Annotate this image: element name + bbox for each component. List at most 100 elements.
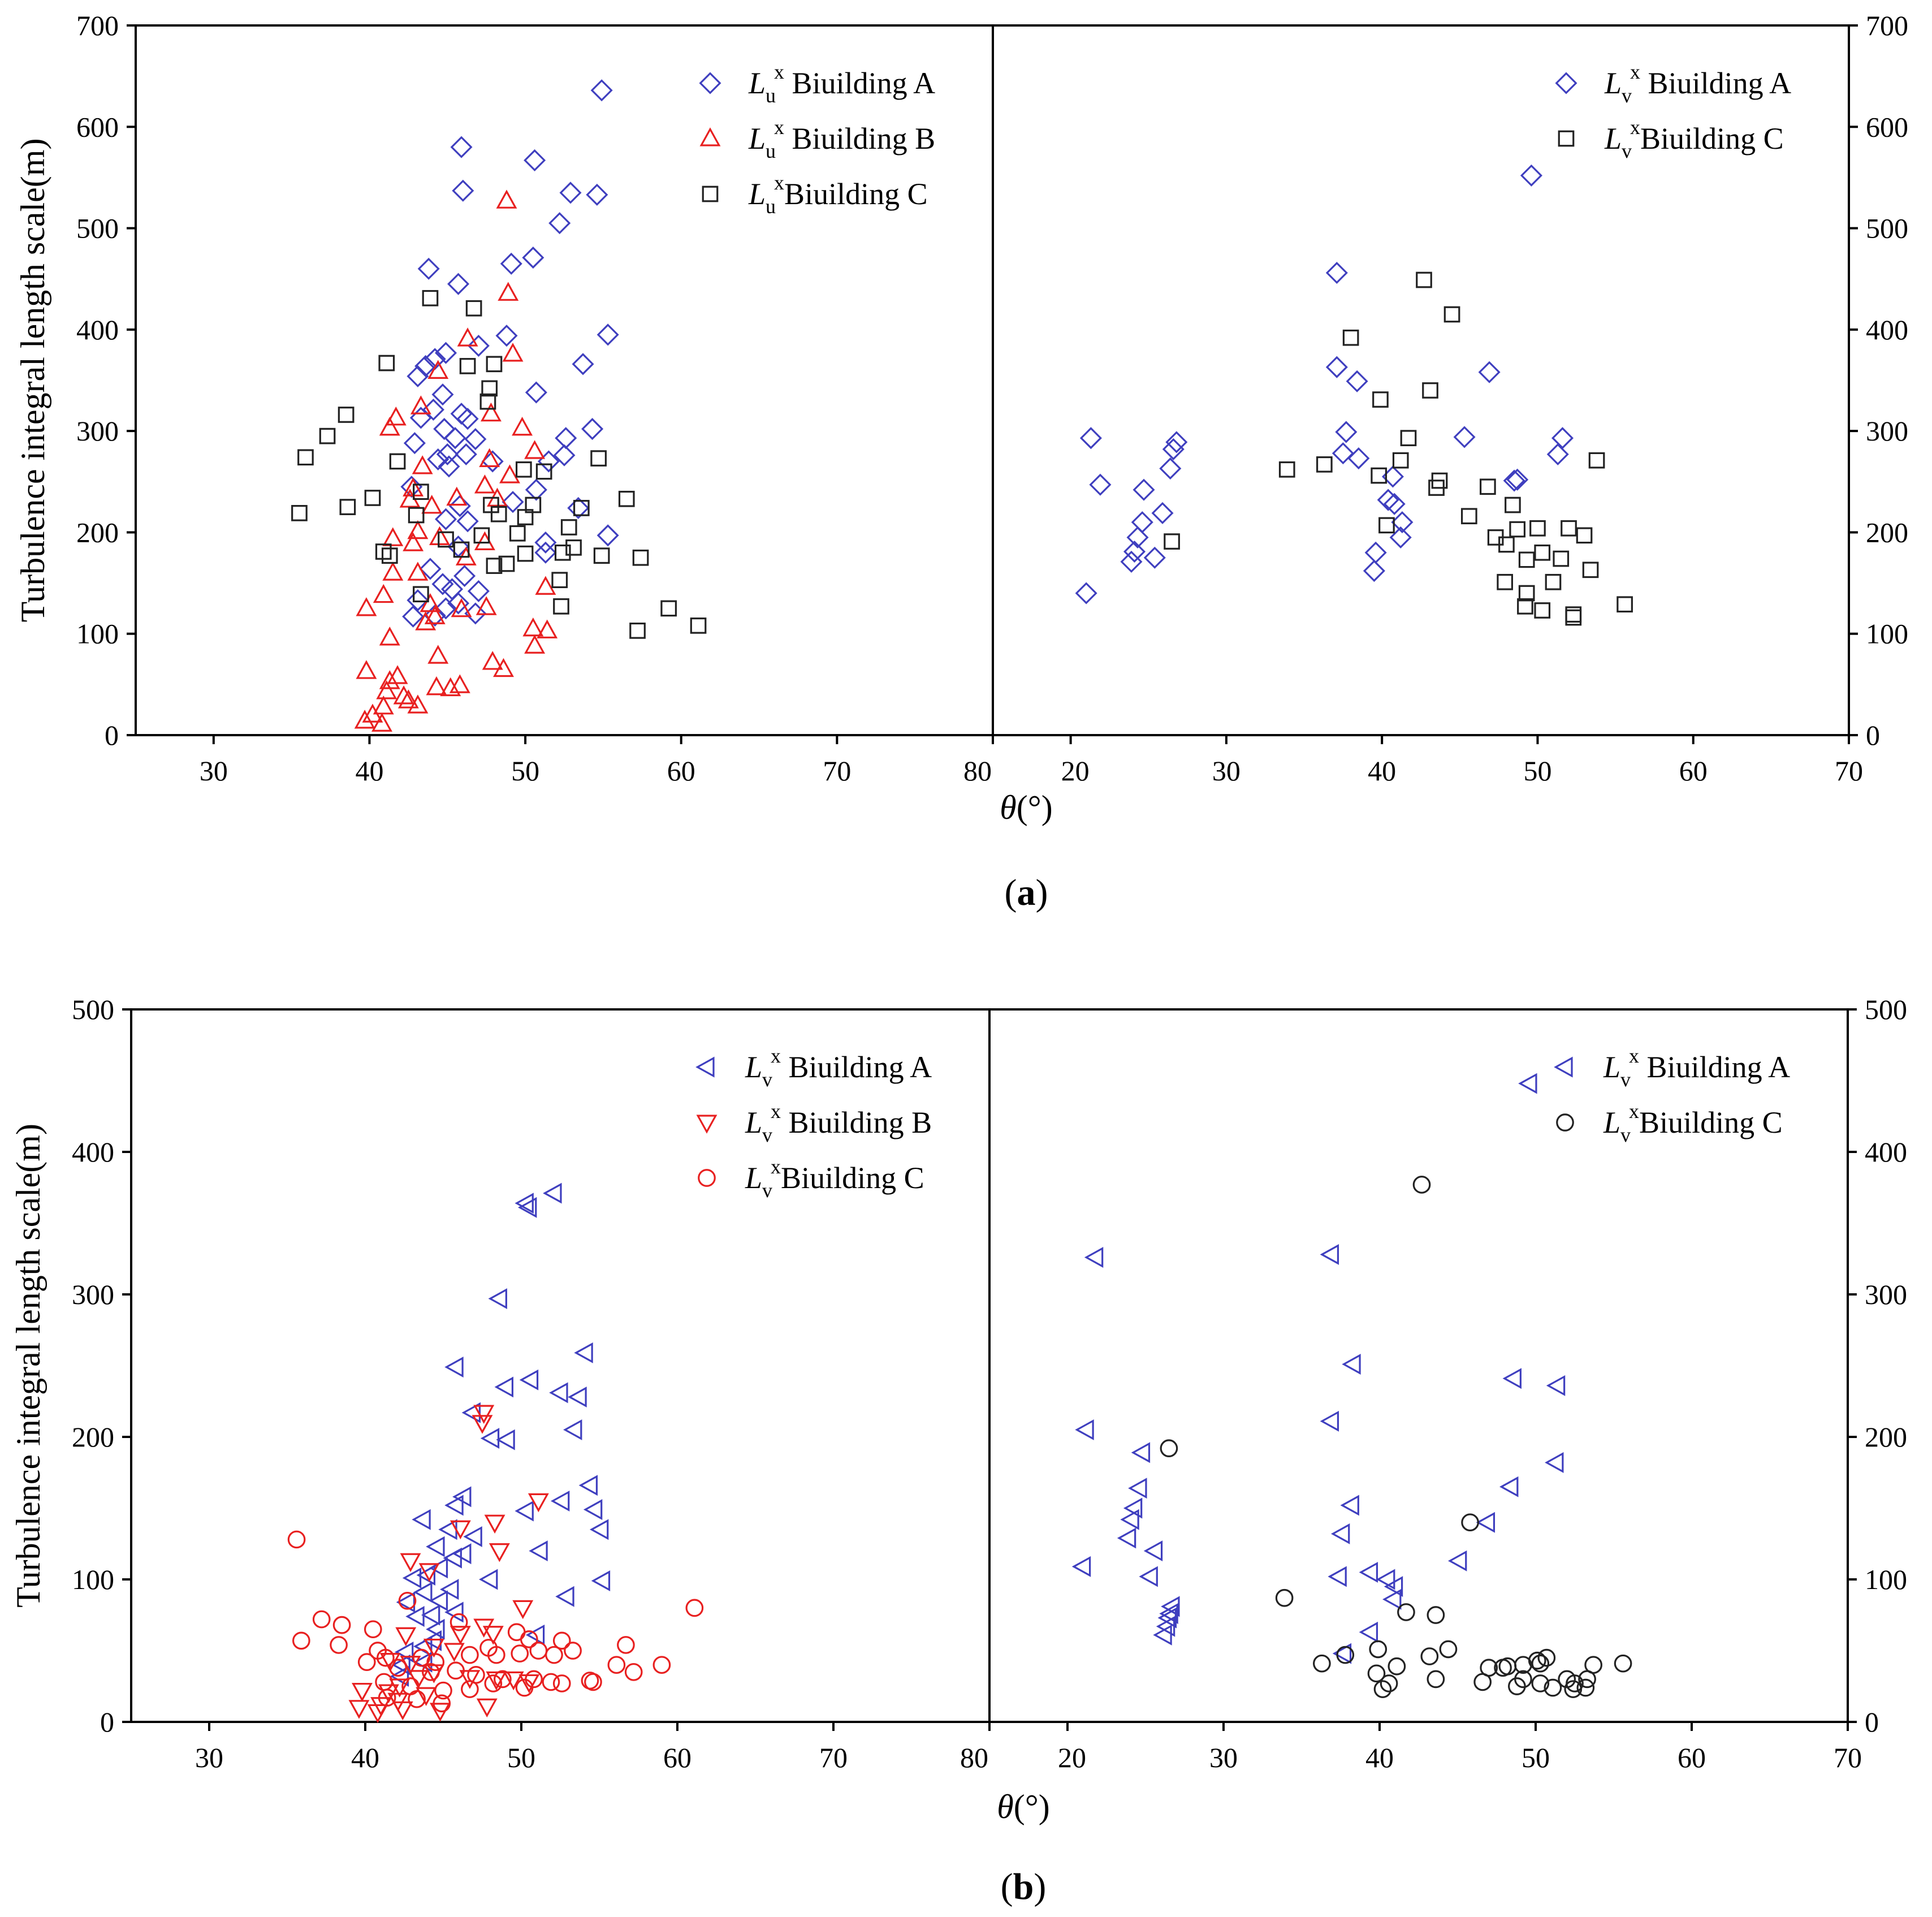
data-point — [535, 463, 552, 480]
data-point — [590, 450, 607, 467]
data-point — [1476, 1512, 1496, 1533]
data-point — [385, 407, 407, 426]
data-point — [481, 450, 504, 473]
data-point — [439, 1579, 459, 1600]
y-tick-label-left: 100 — [72, 1564, 114, 1595]
y-tick-label-left: 300 — [72, 1279, 114, 1310]
data-point — [525, 1670, 543, 1689]
data-point — [438, 455, 460, 478]
data-point — [452, 1543, 472, 1565]
data-point — [1545, 1452, 1564, 1473]
data-point — [1588, 452, 1605, 469]
data-point — [555, 1586, 574, 1607]
subplot-left: 30 40 50 60 70 80 Lux Biuilding A Lux Biuilding… — [200, 61, 994, 787]
data-point — [1389, 526, 1412, 549]
data-point — [393, 685, 414, 705]
y-tick-label-left: 0 — [105, 719, 119, 751]
data-point — [564, 1642, 582, 1660]
data-point — [1412, 1176, 1431, 1194]
data-point — [552, 1674, 571, 1693]
y-tick-label-left: 500 — [72, 994, 114, 1025]
data-point — [553, 444, 576, 467]
y-tick-label-right: 200 — [1866, 516, 1908, 548]
data-point — [410, 395, 431, 415]
data-point — [449, 1613, 468, 1631]
data-point — [418, 1563, 440, 1582]
series-1 — [1160, 1176, 1632, 1698]
data-point — [494, 1376, 514, 1398]
data-point — [525, 1624, 545, 1646]
y-tick-label-right: 700 — [1866, 10, 1908, 41]
data-point — [563, 1419, 582, 1440]
data-point — [1427, 1670, 1445, 1689]
data-point — [419, 558, 442, 580]
data-point — [581, 418, 604, 441]
data-point — [456, 408, 479, 430]
y-tick-label-right: 100 — [1865, 1564, 1907, 1595]
data-point — [1128, 1478, 1147, 1499]
data-point — [450, 136, 473, 158]
data-point — [433, 1694, 451, 1713]
data-point — [1453, 426, 1476, 448]
y-tick-label-right: 0 — [1866, 719, 1880, 751]
legend-item: Lvx Biuilding A — [1555, 61, 1791, 107]
data-point — [403, 532, 424, 551]
data-point — [1416, 271, 1432, 288]
data-point — [423, 604, 446, 627]
data-point — [565, 539, 582, 556]
y-tick-label-right: 300 — [1865, 1279, 1907, 1310]
data-point — [1332, 1643, 1352, 1664]
data-point — [1347, 447, 1370, 470]
legend-marker — [1555, 72, 1577, 94]
data-point — [330, 1636, 348, 1654]
data-point — [338, 407, 355, 423]
subplot-right: 20 30 40 50 60 70 Lvx Biuilding A LvxBiuilding … — [1058, 1044, 1862, 1773]
data-point — [427, 360, 449, 379]
data-point — [405, 1606, 425, 1627]
x-tick-label: 50 — [1522, 1742, 1550, 1773]
data-point — [407, 365, 429, 387]
x-tick-label: 30 — [1209, 1742, 1238, 1773]
data-point — [1320, 1410, 1339, 1432]
data-point — [1143, 1540, 1163, 1562]
data-point — [1335, 421, 1358, 443]
data-point — [1497, 573, 1513, 590]
data-point — [542, 1673, 560, 1691]
data-point — [482, 1626, 504, 1645]
data-point — [484, 1674, 503, 1693]
data-point — [464, 602, 487, 625]
data-point — [297, 449, 314, 466]
data-point — [1325, 356, 1348, 378]
data-point — [319, 428, 336, 444]
series-2 — [287, 1530, 704, 1713]
data-point — [453, 565, 476, 588]
data-point — [490, 506, 507, 523]
data-point — [421, 495, 443, 514]
data-point — [1364, 541, 1387, 564]
x-tick-label: 30 — [195, 1742, 223, 1773]
data-point — [1397, 1603, 1415, 1621]
data-point — [357, 1653, 376, 1672]
data-point — [435, 342, 457, 364]
data-point — [464, 428, 487, 450]
data-point — [545, 1646, 563, 1664]
data-point — [573, 500, 590, 516]
data-point — [433, 418, 456, 441]
data-point — [415, 611, 436, 631]
data-point — [495, 325, 518, 347]
data-point — [1498, 536, 1515, 553]
data-point — [552, 1631, 571, 1650]
legend-label: LvxBiuilding C — [1604, 116, 1784, 162]
y-tick-label-right: 400 — [1865, 1136, 1907, 1168]
legend-marker — [695, 1056, 715, 1078]
data-point — [572, 353, 594, 375]
data-point — [515, 461, 532, 478]
data-point — [1544, 1678, 1562, 1697]
data-point — [389, 1678, 410, 1698]
data-point — [1131, 1442, 1151, 1463]
data-point — [1502, 1368, 1522, 1389]
data-point — [444, 1357, 464, 1378]
data-point — [617, 1636, 635, 1654]
data-point — [465, 300, 482, 317]
data-point — [413, 1582, 433, 1603]
